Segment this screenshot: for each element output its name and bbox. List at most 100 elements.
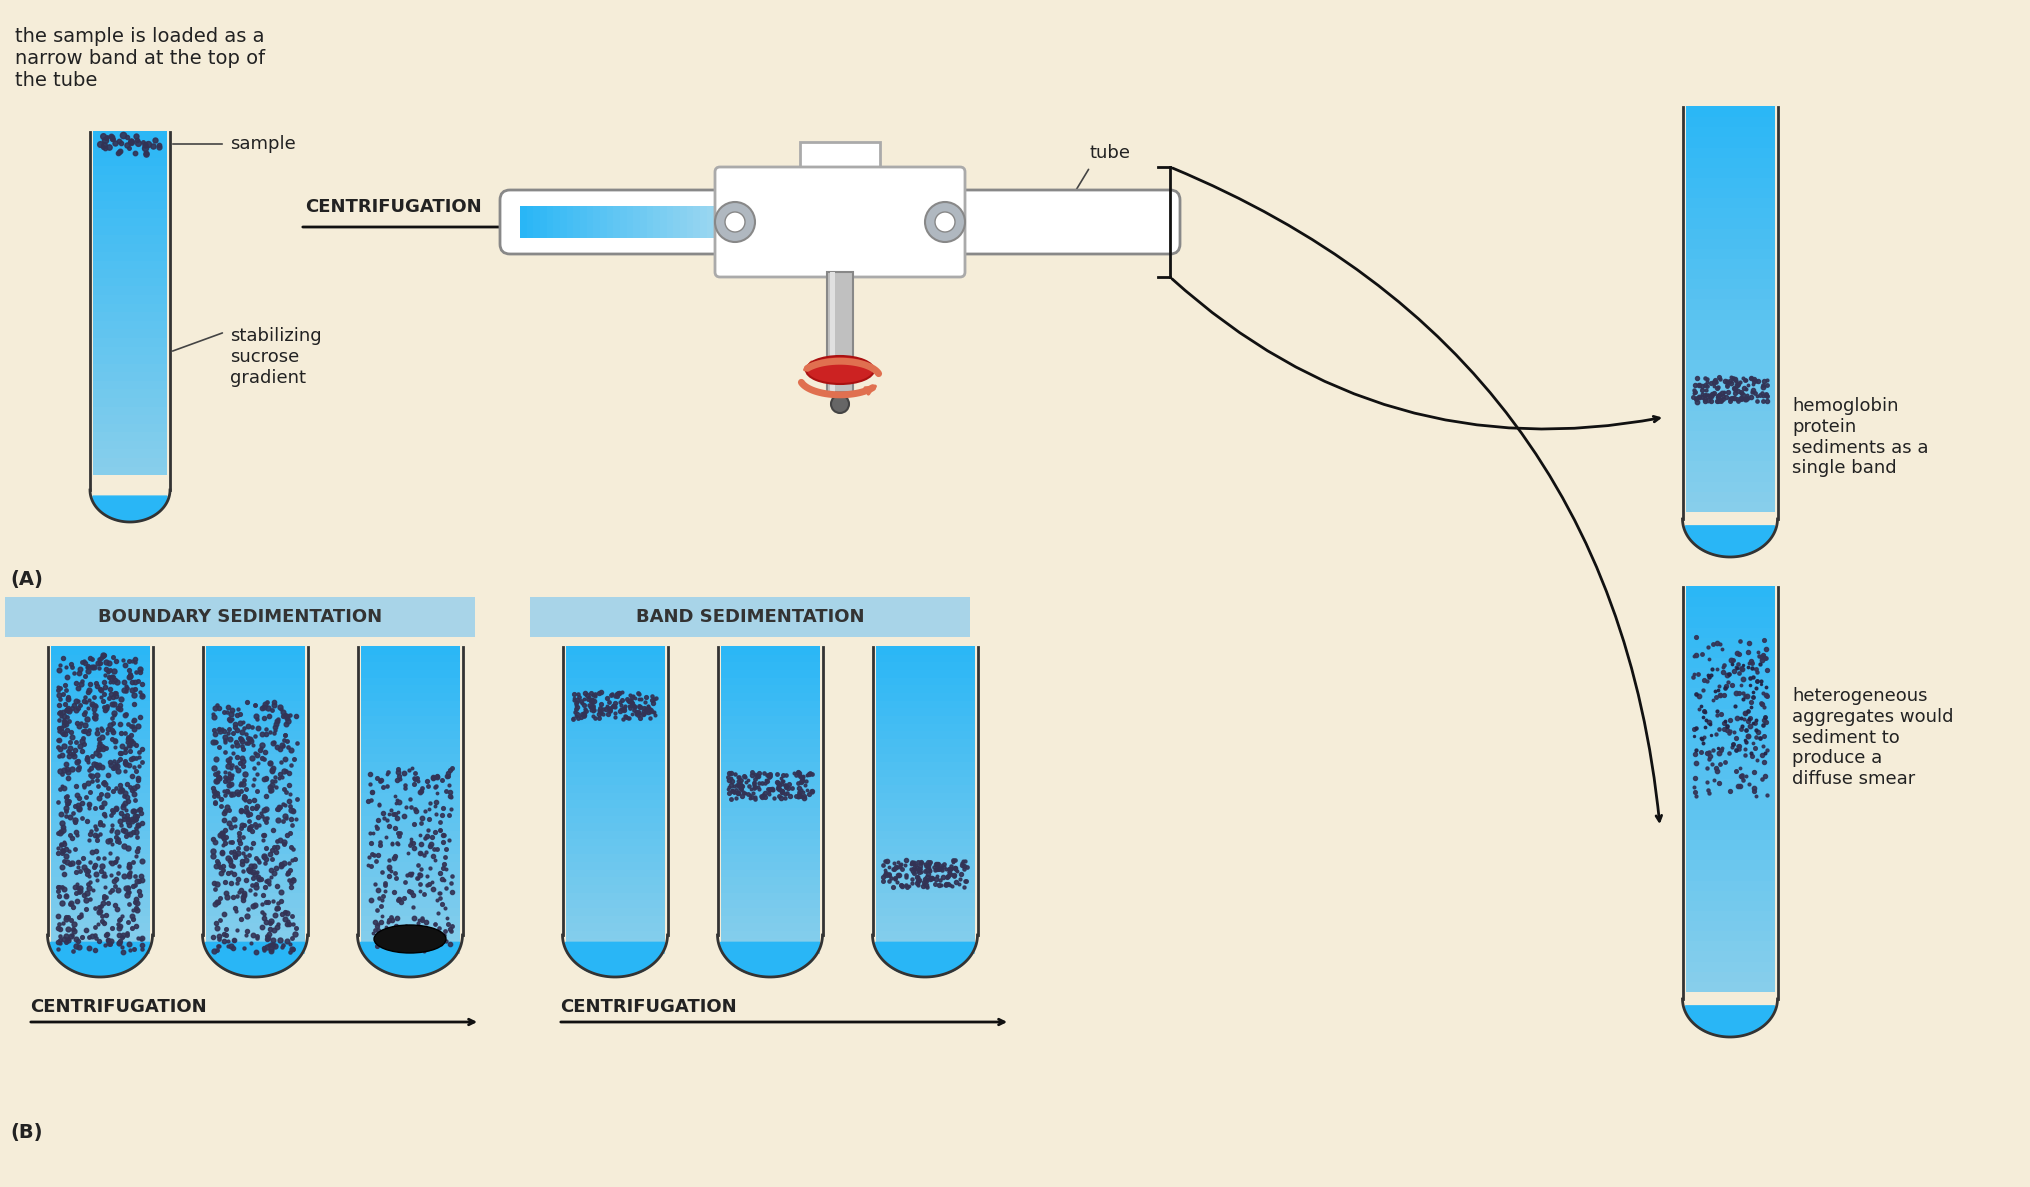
Circle shape <box>924 202 964 242</box>
Polygon shape <box>564 807 664 815</box>
Polygon shape <box>1685 400 1774 411</box>
FancyBboxPatch shape <box>940 190 1179 254</box>
Polygon shape <box>564 800 664 808</box>
Polygon shape <box>93 337 166 347</box>
Polygon shape <box>1685 586 1774 597</box>
Polygon shape <box>721 761 818 769</box>
Polygon shape <box>564 929 664 939</box>
Polygon shape <box>1685 309 1774 319</box>
Bar <box>546 207 554 239</box>
Polygon shape <box>1685 799 1774 810</box>
Polygon shape <box>1685 960 1774 972</box>
Polygon shape <box>1685 450 1774 462</box>
Polygon shape <box>721 929 818 939</box>
Polygon shape <box>721 661 818 669</box>
Polygon shape <box>1685 237 1774 249</box>
Polygon shape <box>875 730 974 740</box>
Polygon shape <box>51 738 150 747</box>
Bar <box>613 207 621 239</box>
Polygon shape <box>1685 318 1774 330</box>
Polygon shape <box>1685 768 1774 780</box>
Polygon shape <box>721 707 818 716</box>
Polygon shape <box>1685 880 1774 890</box>
Polygon shape <box>564 942 664 977</box>
Polygon shape <box>1685 616 1774 628</box>
Polygon shape <box>1685 258 1774 269</box>
Polygon shape <box>359 861 459 870</box>
Polygon shape <box>1685 980 1774 992</box>
Polygon shape <box>1685 389 1774 401</box>
Polygon shape <box>51 938 150 946</box>
Polygon shape <box>1685 829 1774 840</box>
Circle shape <box>715 202 755 242</box>
Polygon shape <box>1685 470 1774 482</box>
Polygon shape <box>564 853 664 862</box>
Polygon shape <box>875 677 974 685</box>
Polygon shape <box>205 685 304 693</box>
Polygon shape <box>564 938 664 946</box>
Polygon shape <box>51 677 150 685</box>
Polygon shape <box>359 730 459 740</box>
Polygon shape <box>1685 738 1774 749</box>
Polygon shape <box>875 945 974 954</box>
Polygon shape <box>564 646 664 655</box>
Polygon shape <box>1685 208 1774 218</box>
Polygon shape <box>721 715 818 724</box>
Polygon shape <box>1685 490 1774 502</box>
Polygon shape <box>564 945 664 954</box>
Polygon shape <box>51 715 150 724</box>
Polygon shape <box>1685 596 1774 608</box>
Polygon shape <box>205 945 304 954</box>
Polygon shape <box>875 723 974 731</box>
Polygon shape <box>359 945 459 954</box>
Polygon shape <box>1685 870 1774 881</box>
Polygon shape <box>1685 667 1774 678</box>
Polygon shape <box>205 654 304 662</box>
Polygon shape <box>1685 166 1774 178</box>
Polygon shape <box>875 646 974 655</box>
Polygon shape <box>205 692 304 700</box>
Polygon shape <box>721 654 818 662</box>
Polygon shape <box>51 685 150 693</box>
Polygon shape <box>1685 228 1774 239</box>
Bar <box>599 207 607 239</box>
Polygon shape <box>1685 380 1774 391</box>
Polygon shape <box>359 900 459 908</box>
Polygon shape <box>875 884 974 893</box>
Polygon shape <box>564 715 664 724</box>
Polygon shape <box>1685 808 1774 820</box>
Bar <box>587 207 595 239</box>
Polygon shape <box>875 869 974 877</box>
Polygon shape <box>93 226 166 235</box>
Text: (A): (A) <box>10 570 43 589</box>
Polygon shape <box>51 723 150 731</box>
Polygon shape <box>564 914 664 923</box>
Polygon shape <box>875 761 974 769</box>
FancyBboxPatch shape <box>499 190 739 254</box>
Polygon shape <box>359 776 459 785</box>
Polygon shape <box>51 853 150 862</box>
Polygon shape <box>721 853 818 862</box>
Polygon shape <box>564 692 664 700</box>
Polygon shape <box>93 148 166 158</box>
Polygon shape <box>51 692 150 700</box>
Polygon shape <box>51 754 150 762</box>
Polygon shape <box>1685 526 1774 557</box>
Polygon shape <box>875 707 974 716</box>
Text: CENTRIFUGATION: CENTRIFUGATION <box>560 998 737 1016</box>
Polygon shape <box>93 191 166 201</box>
Polygon shape <box>205 669 304 678</box>
Polygon shape <box>359 869 459 877</box>
Polygon shape <box>93 440 166 450</box>
Polygon shape <box>51 661 150 669</box>
Polygon shape <box>1685 728 1774 738</box>
Polygon shape <box>359 891 459 900</box>
Polygon shape <box>51 776 150 785</box>
Polygon shape <box>93 311 166 320</box>
Polygon shape <box>564 654 664 662</box>
Polygon shape <box>564 876 664 884</box>
Polygon shape <box>1685 501 1774 512</box>
Circle shape <box>830 395 849 413</box>
Polygon shape <box>51 769 150 777</box>
Polygon shape <box>359 685 459 693</box>
